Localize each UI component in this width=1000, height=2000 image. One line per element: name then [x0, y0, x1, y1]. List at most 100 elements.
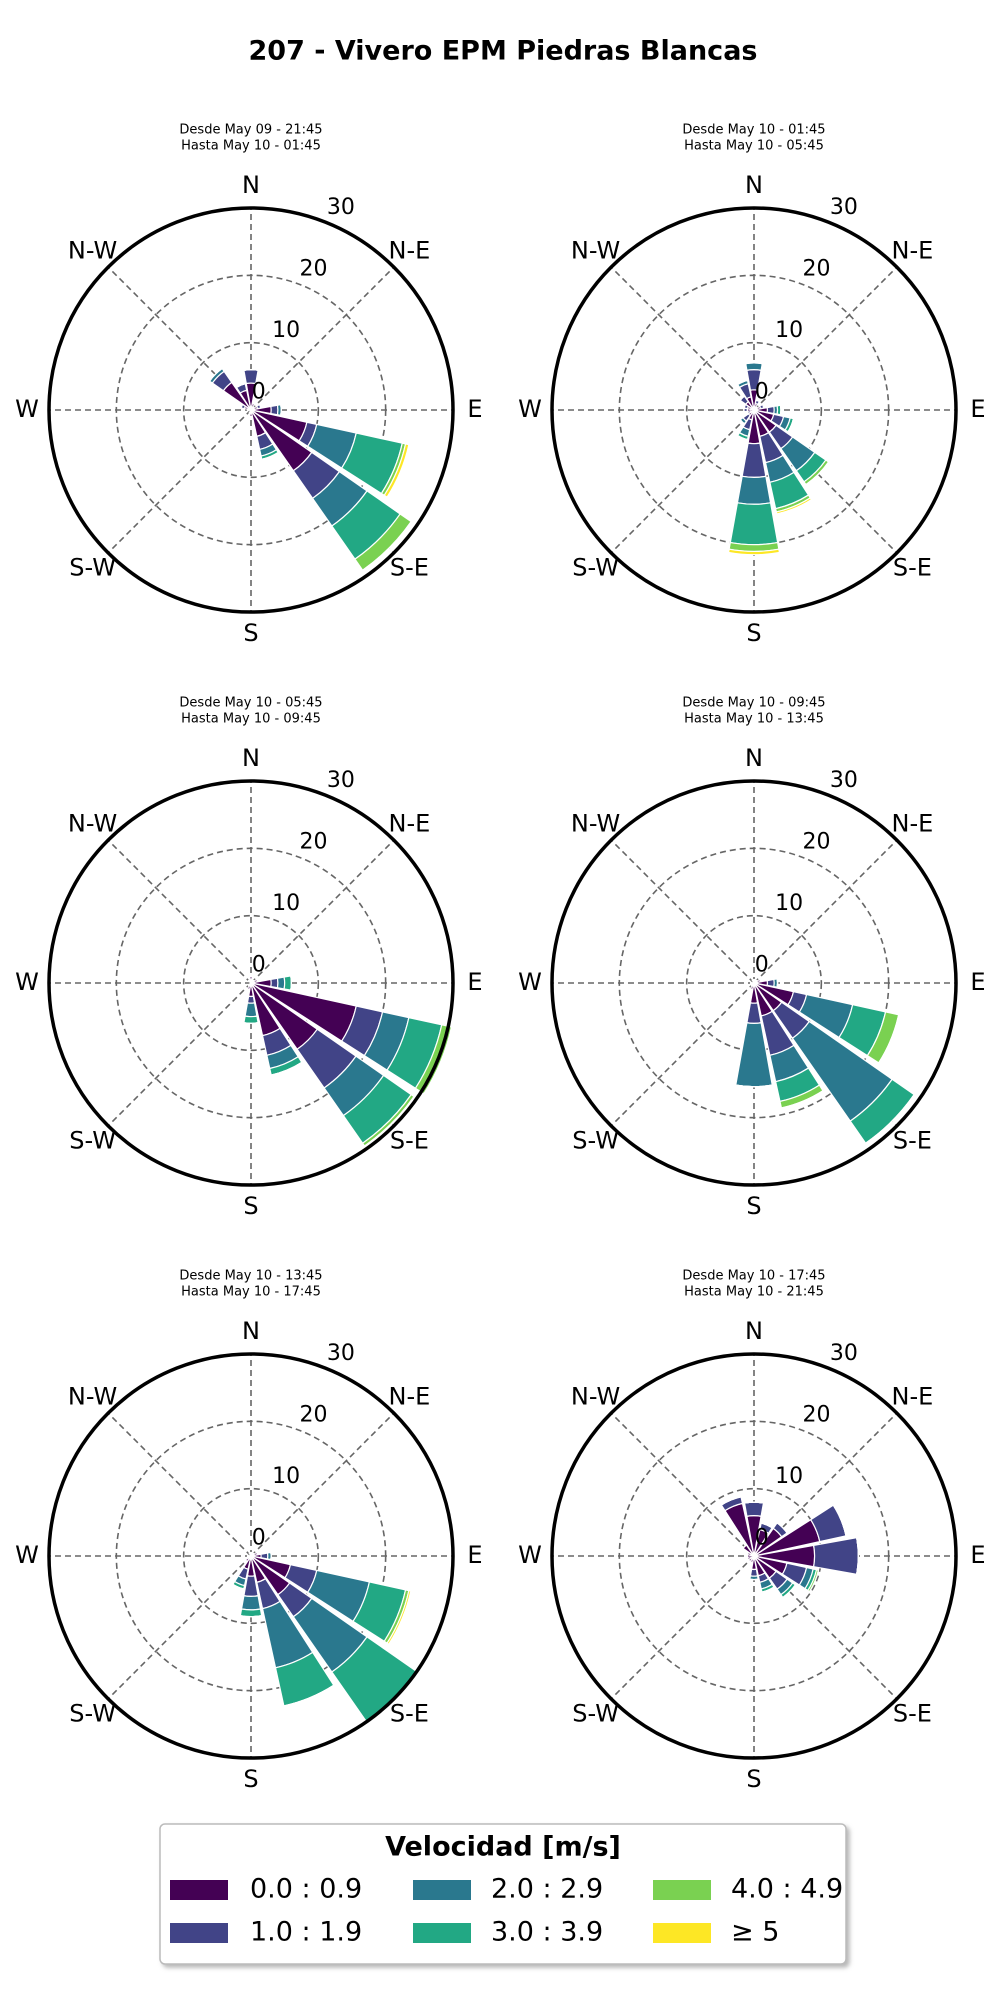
wind-bar-segment	[243, 1022, 259, 1024]
direction-label: N-W	[571, 810, 620, 838]
legend-swatch	[170, 1923, 228, 1943]
figure-title: 207 - Vivero EPM Piedras Blancas	[249, 36, 758, 67]
wind-bar-segment	[240, 1595, 262, 1611]
grid-spoke	[610, 982, 755, 1127]
legend-label: 3.0 : 3.9	[491, 1917, 603, 1948]
direction-label: S	[746, 1765, 761, 1793]
legend-label: 0.0 : 0.9	[250, 1874, 362, 1905]
grid-spoke	[107, 409, 252, 554]
wind-bar-segment	[735, 1084, 773, 1088]
direction-label: S-W	[69, 1126, 116, 1154]
wind-bar-segment	[737, 379, 748, 385]
subplot-title: Desde May 10 - 17:45	[682, 1269, 825, 1284]
wind-bar-segment	[761, 1586, 775, 1593]
wind-bar-segment	[755, 979, 758, 982]
wind-bar-segment	[423, 1026, 453, 1095]
wind-bar-segment	[383, 443, 410, 498]
wind-bar-segment	[756, 399, 760, 403]
legend-title: Velocidad [m/s]	[385, 1832, 621, 1863]
radial-tick-label: 20	[300, 830, 328, 855]
direction-label: N-E	[389, 810, 431, 838]
direction-label: W	[15, 1541, 39, 1569]
subplot-title: Desde May 10 - 13:45	[179, 1269, 322, 1284]
direction-label: W	[518, 395, 542, 423]
subplot-subtitle: Hasta May 10 - 05:45	[684, 139, 824, 154]
direction-label: W	[518, 1541, 542, 1569]
wind-bar-segment	[729, 502, 779, 546]
grid-spoke	[610, 409, 755, 554]
direction-label: N-W	[571, 1383, 620, 1411]
wind-bar-segment	[745, 362, 763, 371]
wind-bar-segment	[260, 1552, 269, 1560]
direction-label: S-E	[893, 1699, 932, 1727]
grid-spoke	[107, 1412, 252, 1557]
direction-label: E	[467, 1541, 482, 1569]
radial-tick-label: 10	[775, 1464, 803, 1489]
wind-bar-segment	[247, 979, 250, 982]
radial-tick-label: 10	[272, 1464, 300, 1489]
radial-tick-label: 30	[830, 1341, 858, 1366]
wind-bar-segment	[244, 1002, 258, 1018]
wind-bar-segment	[240, 404, 244, 408]
wind-bar-segment	[252, 402, 255, 405]
wind-bar-segment	[252, 1552, 255, 1555]
radial-tick-label: 0	[252, 953, 266, 978]
wind-bar-segment	[247, 984, 250, 987]
radial-tick-label: 0	[252, 1526, 266, 1551]
direction-label: E	[467, 395, 482, 423]
direction-label: S-W	[69, 1699, 116, 1727]
radial-tick-label: 10	[272, 891, 300, 916]
direction-label: E	[467, 968, 482, 996]
wind-bar-segment	[766, 405, 775, 415]
grid-spoke	[107, 1555, 252, 1700]
radial-tick-label: 0	[252, 380, 266, 405]
legend: Velocidad [m/s] 0.0 : 0.9 1.0 : 1.9 2.0 : …	[159, 1823, 847, 1965]
radial-tick-label: 30	[830, 768, 858, 793]
wind-bar-segment	[261, 452, 279, 460]
grid-circle	[182, 1487, 320, 1625]
subplot-title: Desde May 09 - 21:45	[179, 123, 322, 138]
wind-bar-segment	[283, 1684, 335, 1707]
subplot-subtitle: Hasta May 10 - 17:45	[181, 1285, 321, 1300]
grid-spoke	[250, 1412, 395, 1557]
radial-tick-label: 30	[830, 195, 858, 220]
grid-spoke	[610, 1412, 755, 1557]
direction-label: N	[242, 1317, 260, 1345]
grid-circle	[182, 341, 320, 479]
radial-tick-label: 30	[327, 1341, 355, 1366]
direction-label: S-W	[572, 1126, 619, 1154]
wind-bar-segment	[270, 404, 279, 416]
direction-label: N	[745, 744, 763, 772]
direction-label: W	[15, 395, 39, 423]
subplot-subtitle: Hasta May 10 - 13:45	[684, 712, 824, 727]
polar-frame	[47, 206, 455, 614]
wind-bar-segment	[258, 404, 262, 408]
grid-spoke	[753, 266, 898, 411]
grid-spoke	[753, 839, 898, 984]
radial-tick-label: 0	[755, 953, 769, 978]
wind-bar-segment	[721, 1496, 742, 1506]
direction-label: S-W	[572, 553, 619, 581]
direction-label: N-E	[389, 237, 431, 265]
direction-label: S	[243, 619, 258, 647]
wind-bar-segment	[743, 1501, 765, 1517]
legend-swatch	[653, 1880, 711, 1900]
wind-bar-segment	[761, 404, 765, 408]
radial-tick-label: 30	[327, 768, 355, 793]
legend-swatch	[413, 1923, 471, 1943]
direction-label: W	[518, 968, 542, 996]
wind-bar-segment	[252, 406, 255, 409]
radial-tick-label: 10	[775, 318, 803, 343]
wind-bar-segment	[290, 975, 292, 991]
direction-label: N-E	[892, 810, 934, 838]
wind-bar-segment	[805, 461, 830, 486]
wind-bar-segment	[746, 1552, 749, 1555]
direction-label: S-E	[893, 553, 932, 581]
radial-tick-label: 20	[803, 1403, 831, 1428]
direction-label: S-E	[390, 553, 429, 581]
direction-label: N	[242, 171, 260, 199]
